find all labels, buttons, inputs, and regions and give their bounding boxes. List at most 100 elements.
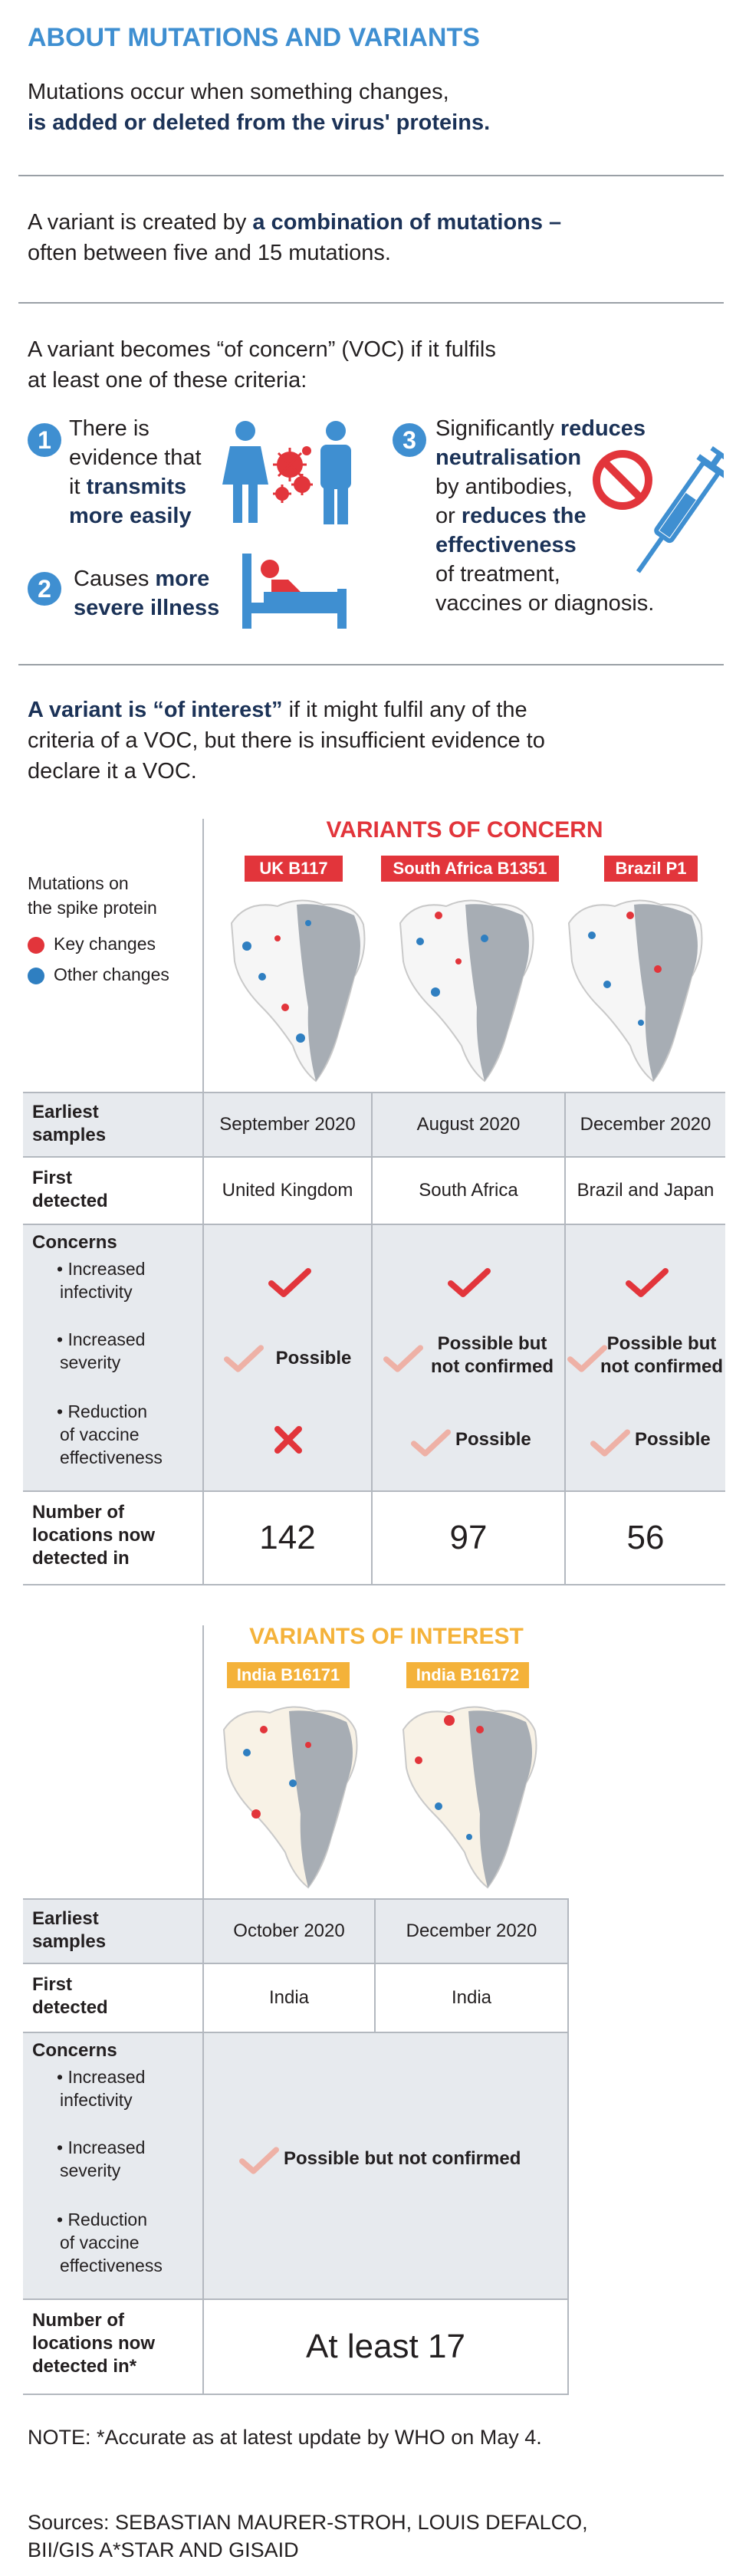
sources-line: BII/GIS A*STAR AND GISAID	[28, 2538, 299, 2561]
row-label: • Reduction	[57, 2210, 148, 2229]
row-label-infectivity: • Increased infectivity	[57, 2065, 145, 2111]
voc-line-2: at least one of these criteria:	[28, 368, 307, 393]
variant-text: A variant is created by a combination of…	[28, 207, 561, 268]
voi-intro-bold: A variant is “of interest”	[28, 698, 283, 722]
divider	[18, 664, 724, 665]
severity-line: not confirmed	[600, 1356, 723, 1377]
key-change-dot	[28, 937, 44, 954]
legend-title: Mutations on	[28, 873, 129, 893]
row-label-first: First detected	[32, 1973, 108, 2019]
voi-intro-line: declare it a VOC.	[28, 759, 197, 784]
criterion-3-text: Significantly reduces neutralisation by …	[435, 414, 654, 618]
locations-cell: 97	[449, 1519, 488, 1556]
row-label: Number of	[32, 2310, 124, 2331]
voi-intro-line: if it might fulfil any of the	[282, 698, 527, 722]
table-rule	[202, 819, 204, 1093]
locations-cell: 142	[259, 1519, 316, 1556]
sources-line: Sources: SEBASTIAN MAURER-STROH, LOUIS D…	[28, 2511, 588, 2534]
col-line	[371, 1092, 373, 1585]
row-label-infectivity: • Increased infectivity	[57, 1257, 145, 1303]
col-line	[374, 1898, 376, 2033]
criterion-1-line: There is	[69, 416, 150, 441]
row-label-locations: Number of locations now detected in	[32, 1501, 155, 1570]
table-rule	[202, 1625, 204, 1901]
first-cell: South Africa	[419, 1180, 518, 1201]
page-title: ABOUT MUTATIONS AND VARIANTS	[28, 23, 480, 52]
voc-heading: VARIANTS OF CONCERN	[326, 817, 603, 843]
criterion-3-line: by antibodies,	[435, 475, 573, 499]
criterion-1-number: 1	[28, 423, 61, 457]
row-label-vaccine: • Reduction of vaccine effectiveness	[57, 1400, 163, 1469]
row-line	[23, 1963, 569, 1964]
voc-line-1: A variant becomes “of concern” (VOC) if …	[28, 337, 496, 362]
criterion-3-line: vaccines or diagnosis.	[435, 591, 655, 616]
spike-protein-structure	[567, 899, 703, 1083]
row-label: of vaccine	[60, 2233, 140, 2252]
row-shade	[23, 1093, 725, 1156]
row-line	[23, 1898, 569, 1900]
row-label-concerns: Concerns	[32, 2040, 117, 2061]
row-label: detected in*	[32, 2356, 137, 2377]
criterion-1-line: evidence that	[69, 445, 202, 470]
row-label: Number of	[32, 1502, 124, 1523]
row-label: detected in	[32, 1548, 130, 1569]
prohibition-icon	[593, 450, 652, 510]
row-label-first: First detected	[32, 1167, 108, 1213]
check-icon	[448, 1268, 491, 1297]
row-label: severity	[60, 2160, 121, 2180]
variant-tag: Brazil P1	[604, 856, 698, 882]
row-label: samples	[32, 1931, 107, 1952]
row-label: infectivity	[60, 2090, 133, 2110]
vaccine-cell: Possible	[455, 1429, 531, 1450]
row-line	[23, 1092, 725, 1093]
row-label-severity: • Increased severity	[57, 2136, 145, 2182]
earliest-cell: August 2020	[416, 1114, 521, 1135]
first-cell: United Kingdom	[222, 1180, 353, 1201]
cross-icon	[274, 1426, 302, 1454]
criterion-2-text: Causes more severe illness	[74, 564, 219, 623]
severity-cell: Possible	[268, 1336, 359, 1382]
row-shade	[23, 1225, 725, 1490]
row-label: • Increased	[57, 2067, 146, 2087]
first-cell: India	[451, 1987, 492, 2008]
row-label: locations now	[32, 1525, 156, 1546]
criterion-3-line: or	[435, 504, 455, 528]
row-shade	[23, 2033, 569, 2298]
row-label: infectivity	[60, 1282, 133, 1302]
row-label: First	[32, 1974, 73, 1995]
criterion-3-line: of treatment,	[435, 562, 560, 586]
locations-cell: At least 17	[306, 2328, 465, 2365]
row-label: • Increased	[57, 1259, 146, 1279]
row-label: effectiveness	[60, 2256, 163, 2275]
criterion-2-bold: more	[155, 567, 210, 591]
hospital-bed-icon	[242, 554, 347, 629]
light-check-icon	[239, 2147, 279, 2174]
criterion-3-bold: effectiveness	[435, 533, 577, 557]
col-line	[202, 1092, 204, 1585]
light-check-icon	[590, 1429, 630, 1457]
footer-sources: Sources: SEBASTIAN MAURER-STROH, LOUIS D…	[28, 2509, 588, 2564]
variant-tag: India B16171	[227, 1662, 350, 1688]
row-label-vaccine: • Reduction of vaccine effectiveness	[57, 2208, 163, 2277]
severity-line: not confirmed	[431, 1356, 554, 1377]
severity-line: Possible but	[437, 1333, 547, 1354]
voc-criteria-intro: A variant becomes “of concern” (VOC) if …	[28, 334, 496, 396]
severity-cell: Possible but not confirmed	[596, 1331, 727, 1380]
light-check-icon	[411, 1429, 451, 1457]
row-label-concerns: Concerns	[32, 1232, 117, 1253]
row-label: effectiveness	[60, 1447, 163, 1467]
spike-protein-structure	[222, 1706, 358, 1889]
check-icon	[626, 1268, 669, 1297]
criterion-3-bold: reduces the	[461, 504, 586, 528]
severity-cell: Possible but not confirmed	[425, 1331, 560, 1380]
criterion-2-bold: severe illness	[74, 596, 220, 620]
row-line	[23, 1156, 725, 1158]
first-cell: Brazil and Japan	[577, 1180, 715, 1201]
variant-tag: India B16172	[406, 1662, 529, 1688]
variant-plain-2: often between five and 15 mutations.	[28, 241, 391, 265]
variant-tag: South Africa B1351	[381, 856, 559, 882]
earliest-cell: September 2020	[219, 1114, 356, 1135]
mutation-plain: Mutations occur when something changes,	[28, 80, 449, 104]
row-line	[23, 1584, 725, 1585]
